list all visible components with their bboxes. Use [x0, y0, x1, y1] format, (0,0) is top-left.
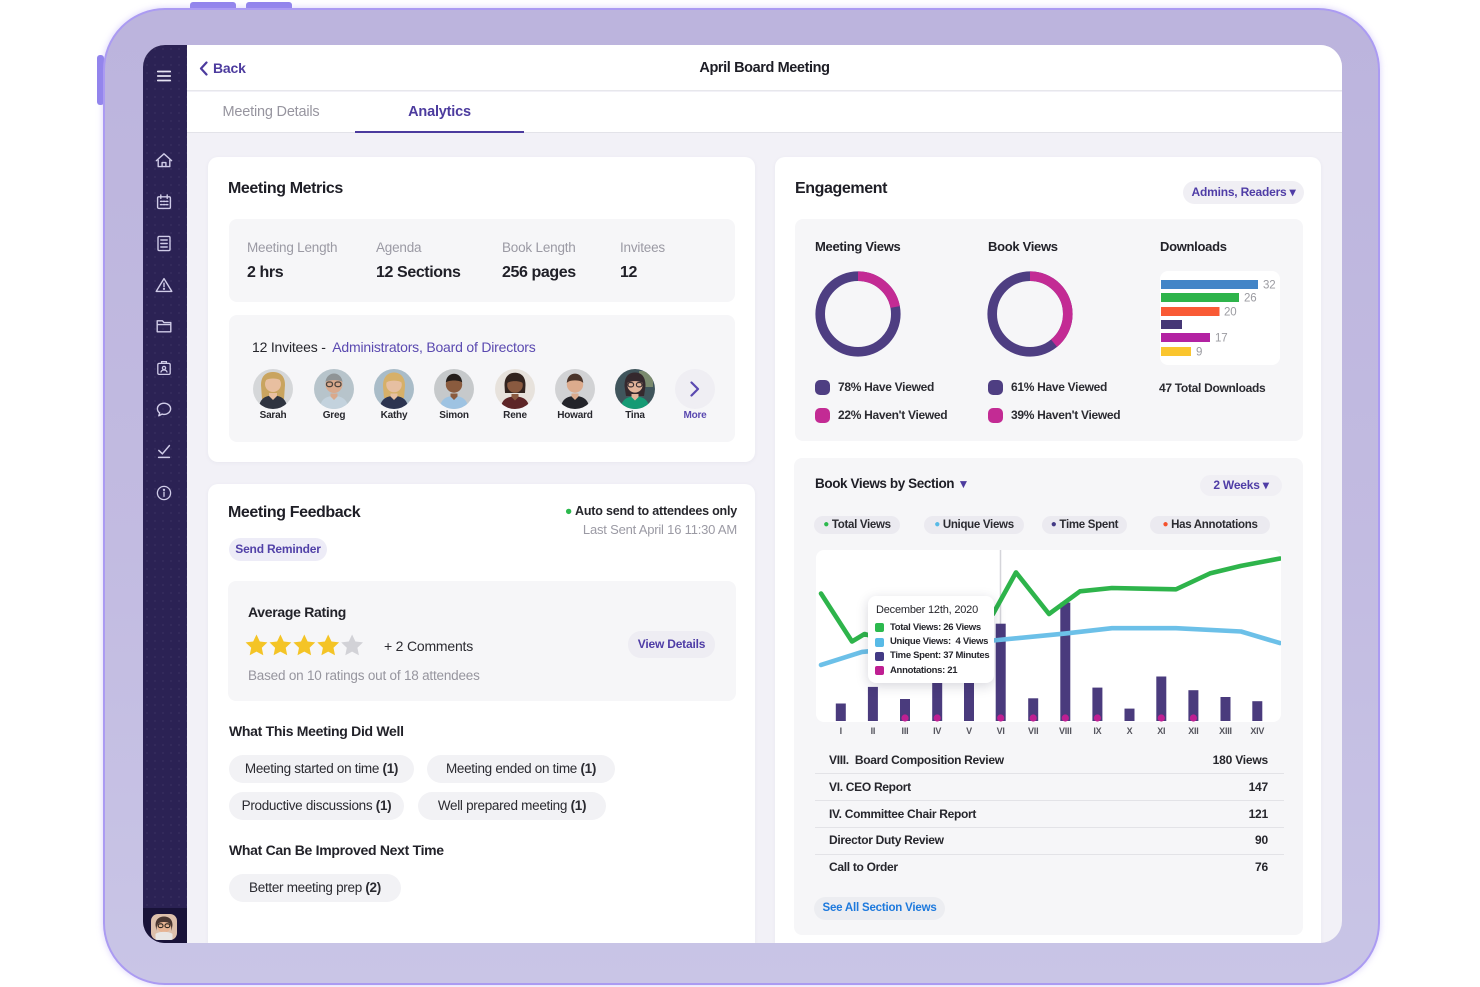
svg-text:9: 9: [1196, 347, 1202, 359]
svg-text:17: 17: [1215, 333, 1227, 345]
svg-text:20: 20: [1224, 307, 1236, 319]
svg-text:32: 32: [1263, 280, 1275, 292]
svg-text:26: 26: [1244, 293, 1256, 305]
